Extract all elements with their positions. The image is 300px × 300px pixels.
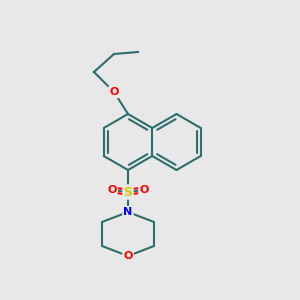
Text: O: O xyxy=(109,87,119,97)
Text: O: O xyxy=(107,185,117,195)
Text: O: O xyxy=(123,251,133,261)
Text: S: S xyxy=(124,185,133,199)
Text: O: O xyxy=(139,185,149,195)
Text: N: N xyxy=(123,207,133,217)
